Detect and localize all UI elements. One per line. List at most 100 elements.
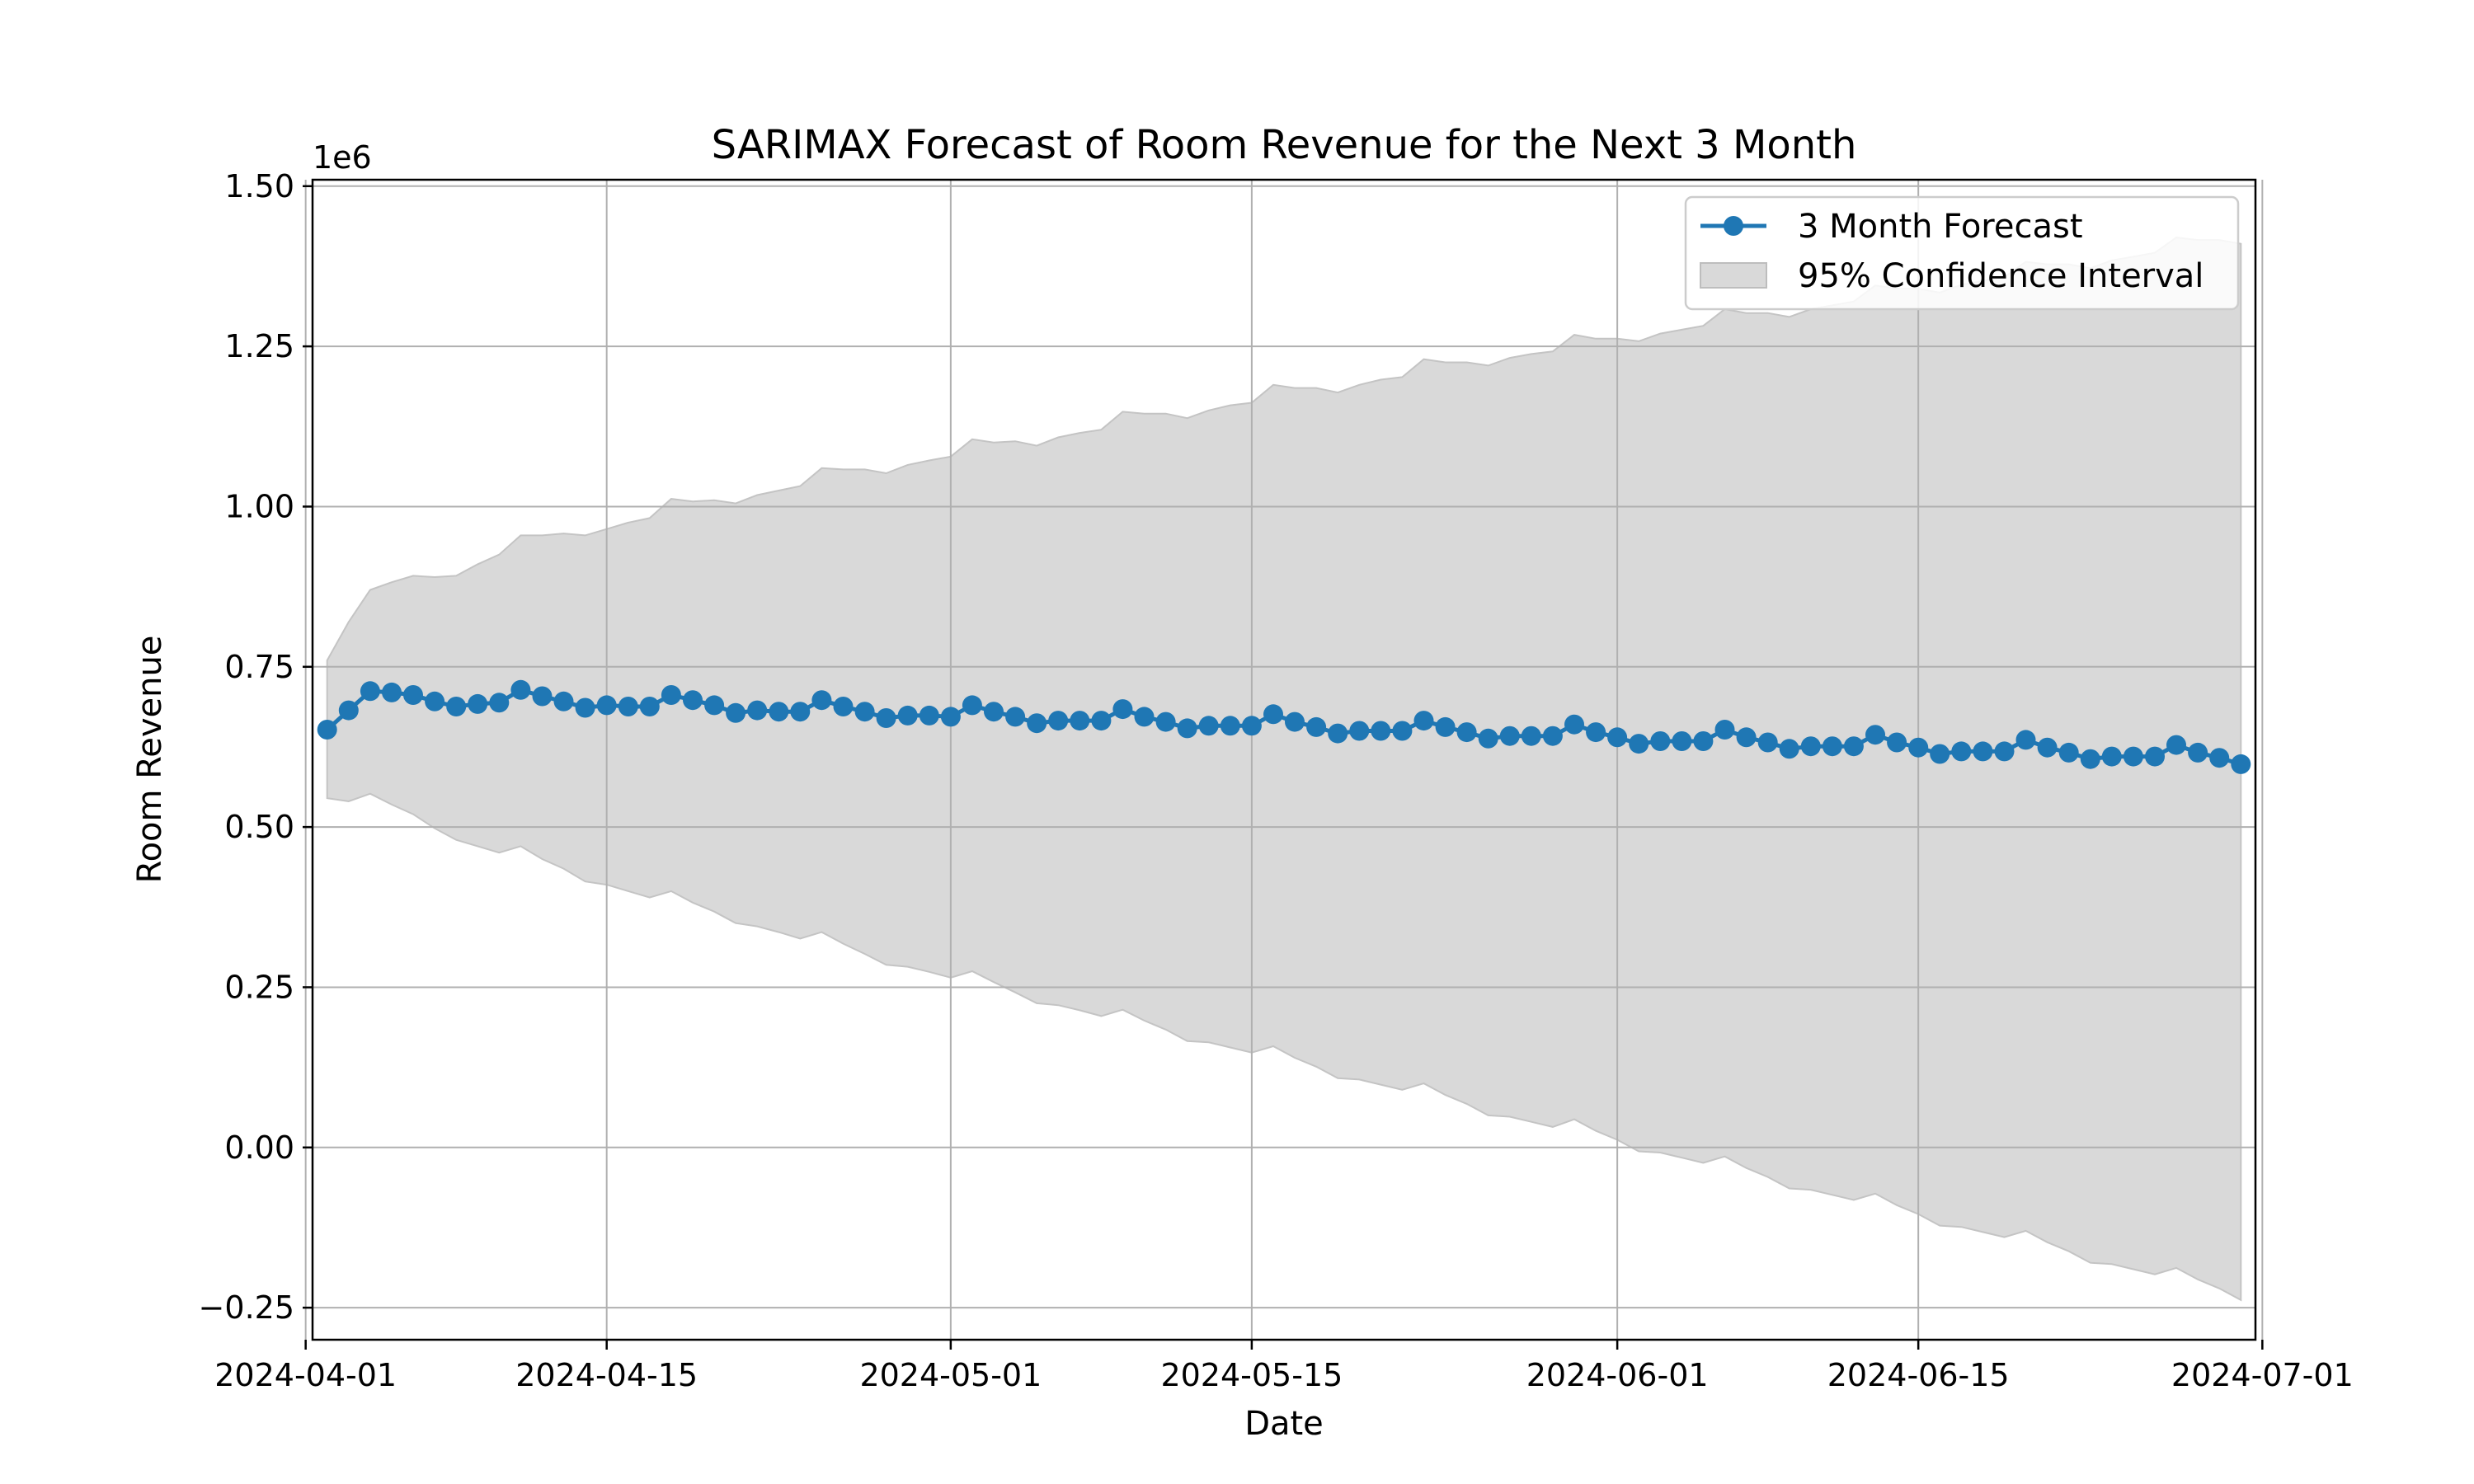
forecast-point	[1349, 721, 1370, 741]
forecast-point	[1629, 734, 1649, 754]
forecast-point	[2015, 730, 2036, 750]
y-offset-label: 1e6	[313, 139, 372, 176]
y-axis-ticks: −0.25 0.00 0.25 0.50 0.75 1.00 1.25 1.50	[199, 168, 313, 1326]
forecast-point	[338, 700, 359, 721]
forecast-point	[1800, 736, 1821, 757]
y-tick-label: 1.00	[224, 488, 294, 524]
forecast-point	[1263, 704, 1283, 725]
forecast-point	[726, 702, 746, 723]
forecast-point	[1779, 739, 1799, 759]
y-tick-label: 0.75	[224, 649, 294, 685]
forecast-point	[2231, 754, 2251, 774]
forecast-point	[1499, 726, 1520, 746]
forecast-point	[1887, 732, 1907, 753]
forecast-point	[575, 697, 595, 718]
plot-frame	[311, 178, 2257, 1341]
y-tick-label: 0.50	[224, 809, 294, 845]
forecast-point	[897, 705, 918, 726]
forecast-point	[661, 685, 681, 705]
forecast-point	[618, 697, 638, 716]
forecast-point	[747, 700, 768, 721]
forecast-point	[1607, 727, 1628, 748]
forecast-point	[790, 702, 811, 722]
forecast-point	[984, 702, 1004, 722]
forecast-point	[553, 691, 574, 711]
chart-title: SARIMAX Forecast of Room Revenue for the…	[712, 122, 1857, 168]
forecast-point	[468, 693, 488, 714]
forecast-point	[1843, 736, 1864, 757]
y-tick-label: −0.25	[199, 1289, 294, 1326]
grid-layer	[304, 180, 2264, 1340]
forecast-point	[360, 681, 380, 702]
forecast-point	[1048, 711, 1069, 731]
forecast-point	[510, 679, 531, 700]
forecast-point	[1693, 731, 1714, 751]
forecast-point	[596, 695, 617, 716]
forecast-point	[962, 695, 982, 716]
x-tick-label: 2024-04-15	[515, 1357, 698, 1393]
forecast-point	[1714, 720, 1735, 740]
forecast-point	[1392, 721, 1413, 741]
y-tick-label: 0.00	[224, 1129, 294, 1166]
forecast-point	[1757, 732, 1778, 753]
forecast-point	[446, 697, 467, 716]
legend-band-swatch	[1700, 262, 1767, 289]
forecast-point	[704, 695, 725, 716]
forecast-point	[1112, 699, 1133, 720]
forecast-point	[1328, 723, 1348, 744]
forecast-point	[2188, 742, 2208, 763]
forecast-point	[1478, 728, 1498, 749]
forecast-point	[1413, 711, 1434, 731]
forecast-point	[2080, 749, 2100, 769]
forecast-point	[1070, 711, 1090, 731]
forecast-point	[1736, 727, 1757, 748]
forecast-point	[639, 697, 660, 716]
y-tick-label: 1.50	[224, 168, 294, 204]
legend: 3 Month Forecast 95% Confidence Interval	[1684, 195, 2240, 311]
forecast-point	[317, 720, 337, 740]
forecast-point	[1177, 718, 1197, 739]
forecast-point	[1865, 725, 1885, 745]
x-axis-title: Date	[1244, 1405, 1324, 1443]
legend-label-confidence: 95% Confidence Interval	[1798, 257, 2204, 295]
forecast-point	[489, 693, 510, 713]
forecast-point	[683, 690, 703, 711]
x-tick-label: 2024-06-15	[1827, 1357, 2010, 1393]
forecast-point	[1435, 716, 1456, 737]
forecast-point	[2123, 746, 2143, 767]
forecast-point	[811, 690, 832, 711]
forecast-point	[1586, 722, 1606, 743]
forecast-point	[854, 702, 875, 722]
forecast-point	[1241, 716, 1262, 736]
forecast-point	[2166, 735, 2186, 755]
x-axis-ticks: 2024-04-01 2024-04-15 2024-05-01 2024-05-15…	[214, 1340, 2354, 1393]
forecast-point	[1564, 714, 1584, 735]
forecast-point	[1672, 731, 1692, 751]
forecast-point	[425, 691, 445, 711]
forecast-point	[1930, 744, 1950, 764]
forecast-point	[1456, 722, 1477, 743]
forecast-point	[940, 707, 961, 727]
forecast-point	[1650, 731, 1671, 751]
forecast-point	[2101, 746, 2122, 767]
forecast-point	[2145, 746, 2165, 767]
y-axis-title: Room Revenue	[131, 636, 169, 884]
x-tick-label: 2024-06-01	[1526, 1357, 1709, 1393]
forecast-point	[1155, 711, 1176, 732]
forecast-point	[1285, 711, 1305, 732]
forecast-point	[833, 697, 854, 716]
forecast-point	[1371, 721, 1391, 741]
legend-box	[1684, 195, 2240, 311]
forecast-point	[1198, 716, 1219, 736]
forecast-point	[532, 686, 553, 707]
x-tick-label: 2024-05-15	[1160, 1357, 1343, 1393]
legend-label-forecast: 3 Month Forecast	[1798, 208, 2083, 246]
forecast-point	[1134, 707, 1155, 727]
forecast-point	[2209, 748, 2230, 768]
forecast-point	[1994, 741, 2015, 762]
forecast-point	[1306, 716, 1327, 737]
forecast-point	[919, 705, 939, 726]
y-tick-label: 1.25	[224, 328, 294, 364]
forecast-point	[2058, 742, 2079, 763]
